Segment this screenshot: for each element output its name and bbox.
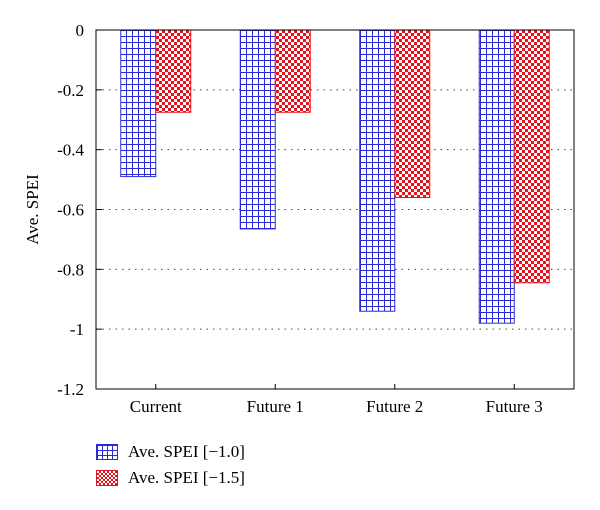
bar-series-2-current	[155, 29, 192, 113]
y-tick-label: -0.4	[57, 141, 84, 160]
bar-series-2-future-2	[394, 29, 431, 199]
x-tick-label: Current	[130, 397, 182, 416]
x-tick-label: Future 1	[247, 397, 304, 416]
y-tick-label: -1	[70, 320, 84, 339]
y-tick-label: -0.2	[57, 81, 84, 100]
bar-series-1-future-3	[478, 29, 515, 324]
bar-chart: 0 -0.2 -0.4 -0.6 -0.8 -1 -1.2 Current Future 1 Fu…	[23, 21, 575, 416]
legend-item-series-2: Ave. SPEI [−1.5]	[96, 466, 245, 490]
y-tick-label: -0.6	[57, 201, 84, 220]
bars	[120, 29, 550, 324]
y-tick-label: 0	[76, 21, 85, 40]
bar-series-1-future-2	[359, 29, 396, 312]
legend-label-series-1: Ave. SPEI [−1.0]	[128, 442, 245, 461]
legend-swatch-series-2	[96, 470, 118, 486]
bar-series-2-future-1	[274, 29, 311, 113]
x-tick-label: Future 2	[366, 397, 423, 416]
bar-series-1-current	[120, 29, 157, 178]
legend-item-series-1: Ave. SPEI [−1.0]	[96, 440, 245, 464]
y-tick-label: -0.8	[57, 260, 84, 279]
bar-series-1-future-1	[239, 29, 276, 230]
legend-swatch-series-1	[96, 444, 118, 460]
axis-ticks: 0 -0.2 -0.4 -0.6 -0.8 -1 -1.2 Current Future 1 Fu…	[57, 21, 543, 416]
y-tick-label: -1.2	[57, 380, 84, 399]
legend: Ave. SPEI [−1.0] Ave. SPEI [−1.5]	[96, 440, 245, 492]
bar-series-2-future-3	[513, 29, 550, 284]
x-tick-label: Future 3	[486, 397, 543, 416]
y-axis-label: Ave. SPEI	[23, 174, 42, 245]
legend-label-series-2: Ave. SPEI [−1.5]	[128, 468, 245, 487]
